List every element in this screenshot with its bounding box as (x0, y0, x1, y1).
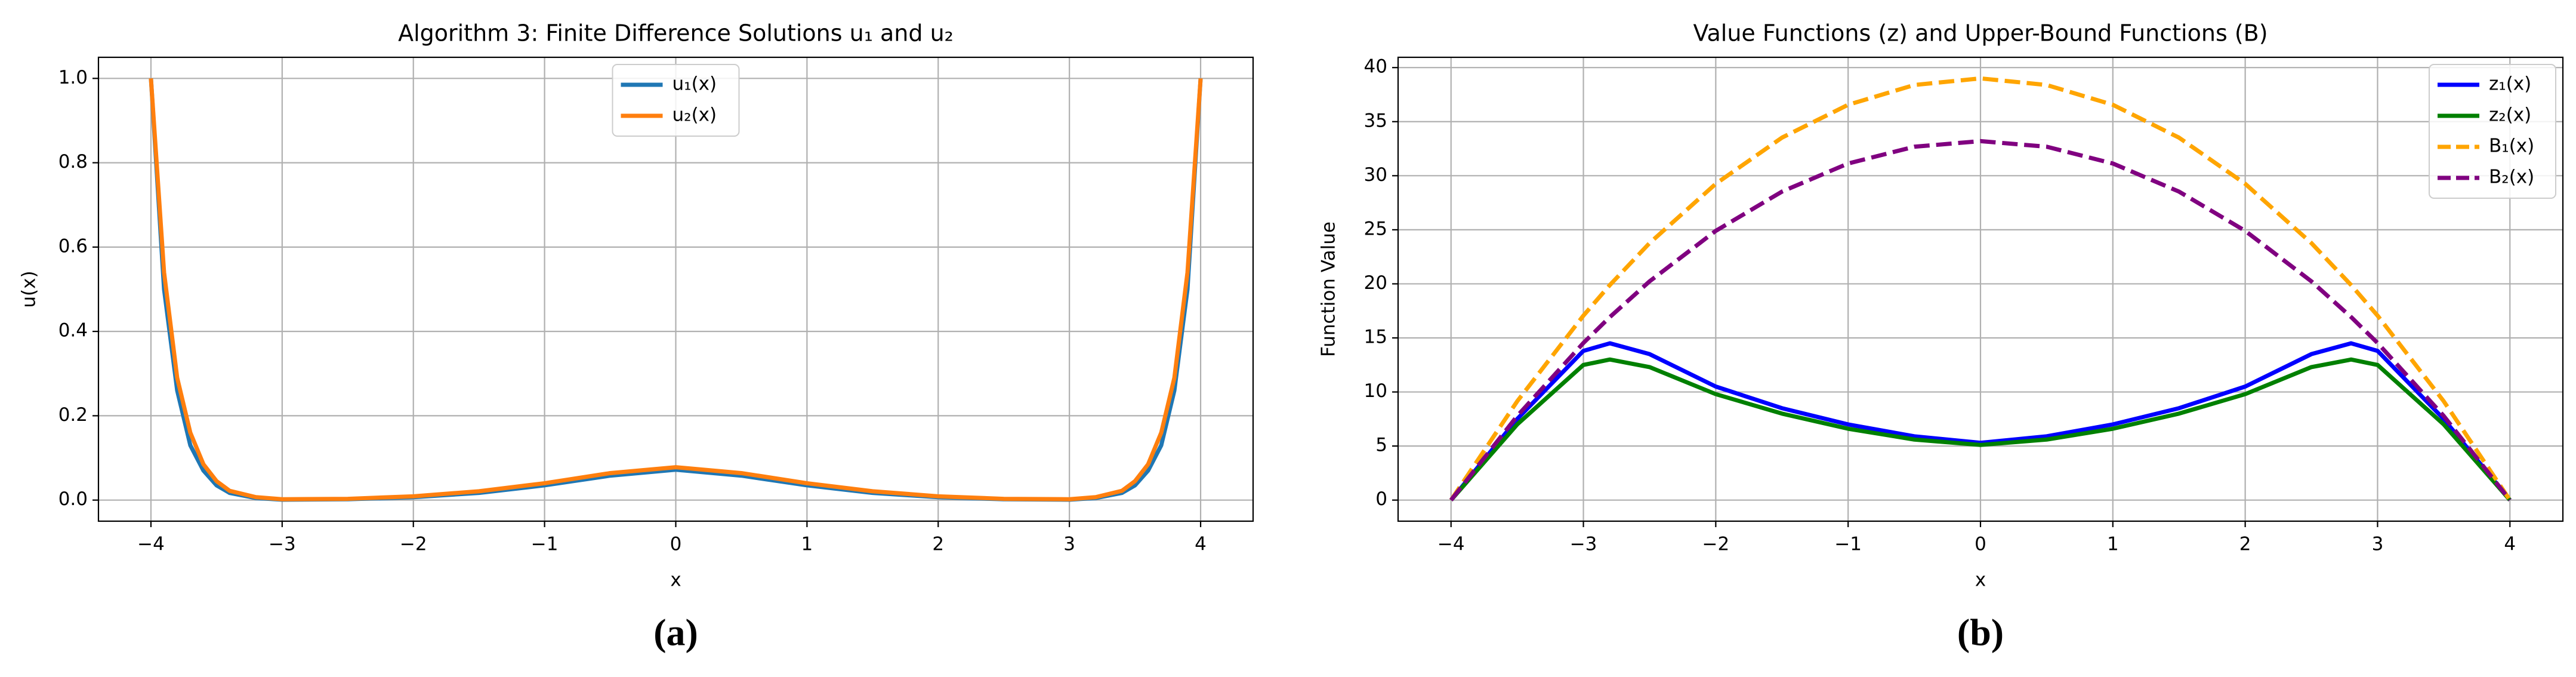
x-tick-label: −1 (1834, 534, 1862, 555)
y-tick-label: 0.4 (58, 320, 88, 341)
x-tick-label: 2 (932, 534, 944, 555)
y-tick-label: 0.0 (58, 488, 88, 510)
x-tick-label: 2 (2239, 534, 2251, 555)
chart-title: Value Functions (z) and Upper-Bound Func… (1693, 20, 2268, 47)
line-series (1449, 357, 2512, 501)
y-tick-label: 0.8 (58, 151, 88, 173)
line-series (1449, 139, 2512, 501)
y-tick-label: 0.2 (58, 404, 88, 426)
line-series (1449, 341, 2512, 501)
x-tick-label: 1 (801, 534, 813, 555)
x-tick-label: 0 (670, 534, 682, 555)
x-tick-label: 4 (1195, 534, 1207, 555)
y-tick-label: 15 (1364, 327, 1387, 348)
x-tick-label: 0 (1975, 534, 1986, 555)
panel-caption: (b) (1957, 611, 2004, 654)
x-tick-label: −2 (400, 534, 427, 555)
y-tick-label: 0 (1375, 488, 1387, 510)
x-tick-label: −1 (531, 534, 559, 555)
y-tick-label: 5 (1375, 435, 1387, 456)
legend-label: z₁(x) (2489, 73, 2531, 95)
y-tick-label: 30 (1364, 164, 1387, 186)
x-tick-label: −3 (1570, 534, 1597, 555)
y-tick-label: 10 (1364, 380, 1387, 402)
x-tick-label: 1 (2107, 534, 2119, 555)
line-series (1449, 76, 2512, 501)
y-tick-label: 25 (1364, 218, 1387, 239)
y-axis-label: u(x) (18, 270, 40, 307)
x-tick-label: −4 (1437, 534, 1465, 555)
y-tick-label: 0.6 (58, 235, 88, 257)
y-axis-label: Function Value (1318, 221, 1340, 357)
x-axis-label: x (670, 570, 681, 591)
x-tick-label: 4 (2504, 534, 2516, 555)
x-tick-label: 3 (2372, 534, 2384, 555)
plot-frame (1397, 56, 2564, 522)
chart-title: Algorithm 3: Finite Difference Solutions… (398, 20, 954, 47)
legend-label: z₂(x) (2489, 104, 2531, 126)
x-axis-label: x (1975, 570, 1986, 591)
legend-box (612, 64, 740, 137)
legend-label: u₁(x) (672, 73, 717, 95)
legend-label: u₂(x) (672, 104, 717, 126)
x-tick-label: 3 (1063, 534, 1075, 555)
x-tick-label: −4 (137, 534, 165, 555)
line-series (149, 78, 1203, 501)
x-tick-label: −3 (269, 534, 296, 555)
y-tick-label: 20 (1364, 272, 1387, 294)
y-tick-label: 40 (1364, 56, 1387, 78)
y-tick-label: 35 (1364, 110, 1387, 131)
x-tick-label: −2 (1702, 534, 1730, 555)
y-tick-label: 1.0 (58, 67, 88, 88)
legend-label: B₁(x) (2489, 136, 2534, 157)
legend-box (2429, 64, 2556, 199)
legend-label: B₂(x) (2489, 167, 2534, 188)
plot-frame (97, 56, 1254, 522)
line-series (149, 78, 1203, 502)
panel-caption: (a) (653, 611, 698, 654)
